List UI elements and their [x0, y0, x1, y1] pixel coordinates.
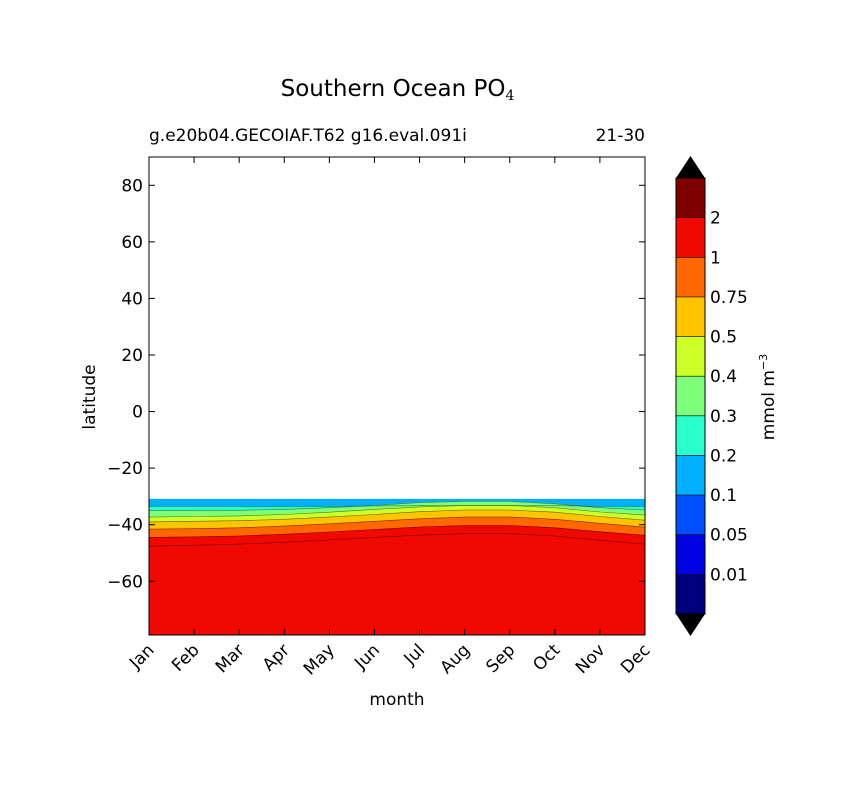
colorbar-tick-label: 0.75 — [710, 288, 748, 308]
y-tick-label: 60 — [121, 233, 143, 253]
x-tick-label: Feb — [168, 640, 203, 675]
colorbar-segment — [676, 296, 705, 337]
colorbar-tick-labels: 0.01 0.05 0.1 0.2 0.3 0.4 0.5 0.75 1 2 — [710, 209, 748, 586]
contour-line-0.75 — [148, 525, 646, 538]
contour-line-0.2 — [149, 501, 646, 511]
subtitle-left: g.e20b04.GECOIAF.T62 g16.eval.091i — [149, 126, 467, 146]
x-axis-label: month — [369, 690, 424, 710]
y-axis-label: latitude — [80, 364, 100, 429]
x-tick-label: Aug — [437, 640, 475, 678]
x-tick-label: May — [300, 640, 339, 679]
axis-ticks — [148, 157, 646, 635]
colorbar-tick-label: 0.1 — [710, 486, 737, 506]
chart-title: Southern Ocean PO4 — [280, 76, 515, 104]
x-tick-label: Oct — [529, 640, 564, 675]
x-tick-label: Sep — [482, 640, 519, 677]
colorbar — [675, 156, 706, 636]
x-tick-label: Nov — [572, 640, 610, 678]
colorbar-segment — [676, 455, 705, 496]
colorbar-label: mmol m−3 — [757, 354, 779, 440]
subtitle-right: 21-30 — [595, 126, 645, 146]
colorbar-segment — [676, 534, 705, 575]
x-tick-label: Jul — [400, 640, 429, 669]
contour-line-0.1 — [149, 505, 645, 507]
y-tick-labels: −60 −40 −20 0 20 40 60 80 — [107, 176, 143, 592]
colorbar-tick-label: 1 — [710, 248, 721, 268]
contour-fill-layer — [148, 498, 646, 636]
colorbar-segment — [676, 217, 705, 258]
x-tick-label: Apr — [259, 640, 294, 675]
x-tick-label: Dec — [617, 640, 654, 677]
contour-line-0.4 — [148, 509, 646, 523]
contour-line-layer — [148, 501, 646, 547]
contour-line-0.3 — [148, 505, 646, 518]
x-tick-labels: Jan Feb Mar Apr May Jun Jul Aug Sep Oct Nov Dec — [125, 640, 654, 679]
colorbar-segment — [676, 376, 705, 416]
colorbar-tick-label: 0.4 — [710, 367, 737, 387]
y-tick-label: −20 — [107, 459, 143, 479]
x-tick-label: Jun — [350, 640, 384, 674]
colorbar-tick-label: 0.3 — [710, 407, 737, 427]
colorbar-tick-label: 0.05 — [710, 526, 748, 546]
y-tick-label: 0 — [132, 403, 143, 423]
colorbar-under-arrow — [676, 614, 705, 636]
colorbar-tick-label: 0.5 — [710, 328, 737, 348]
colorbar-frame — [675, 177, 706, 615]
x-tick-label: Mar — [212, 640, 249, 677]
y-tick-label: 80 — [121, 176, 143, 196]
colorbar-segment — [676, 257, 705, 297]
x-tick-label: Jan — [125, 640, 158, 673]
plot-frame — [148, 156, 646, 636]
y-tick-label: −60 — [107, 572, 143, 592]
y-tick-label: 20 — [121, 346, 143, 366]
contour-line-1 — [148, 533, 646, 547]
colorbar-segment — [676, 336, 705, 377]
colorbar-tick-label: 2 — [710, 209, 721, 229]
contour-band-1-2 — [148, 533, 646, 636]
colorbar-segment — [676, 415, 705, 456]
colorbar-over-arrow — [676, 156, 705, 178]
colorbar-segment — [676, 495, 705, 535]
colorbar-tick-label: 0.01 — [710, 565, 748, 585]
contour-line-0.5 — [148, 516, 646, 530]
colorbar-segment — [676, 574, 705, 614]
y-tick-label: 40 — [121, 289, 143, 309]
colorbar-tick-label: 0.2 — [710, 446, 737, 466]
y-tick-label: −40 — [107, 516, 143, 536]
colorbar-segment — [676, 178, 705, 218]
